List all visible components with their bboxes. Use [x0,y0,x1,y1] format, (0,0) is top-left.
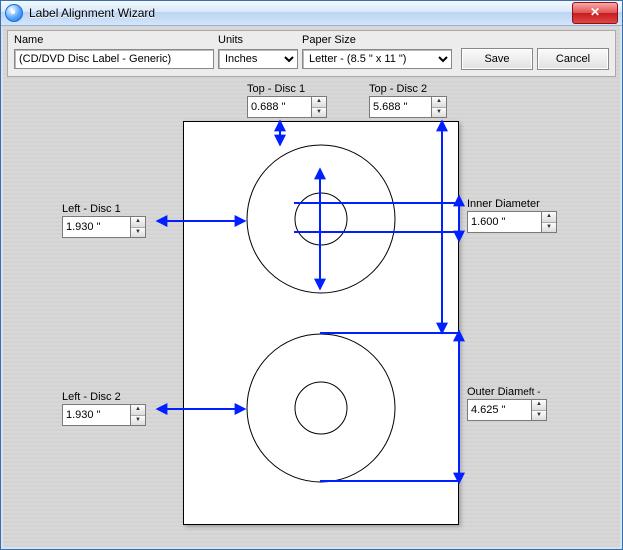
top-disc1-label: Top - Disc 1 [247,83,327,95]
name-label: Name [14,34,214,46]
top-disc2-up[interactable]: ▲ [432,97,446,108]
top-disc2-field: Top - Disc 2 ▲ ▼ [369,83,447,118]
outer-diam-input[interactable] [468,400,531,420]
inner-diam-spinner[interactable]: ▲ ▼ [467,211,557,233]
diagram-stage: Top - Disc 1 ▲ ▼ Top - Disc 2 ▲ ▼ [7,83,616,543]
paper-size-label: Paper Size [302,34,452,46]
inner-diam-up[interactable]: ▲ [542,212,556,223]
top-disc1-up[interactable]: ▲ [312,97,326,108]
top-disc1-spinner[interactable]: ▲ ▼ [247,96,327,118]
arrows-svg [7,83,607,543]
outer-diam-label: Outer Diameft - [467,386,565,398]
outer-diam-down[interactable]: ▼ [532,411,546,421]
inner-diam-label: Inner Diameter [467,198,557,210]
left-disc1-field: Left - Disc 1 ▲ ▼ [62,203,146,238]
left-disc1-down[interactable]: ▼ [131,228,145,238]
top-disc2-label: Top - Disc 2 [369,83,447,95]
left-disc2-up[interactable]: ▲ [131,405,145,416]
top-disc1-field: Top - Disc 1 ▲ ▼ [247,83,327,118]
units-select[interactable]: Inches [218,49,298,69]
left-disc1-up[interactable]: ▲ [131,217,145,228]
top-disc1-input[interactable] [248,97,311,117]
top-disc2-down[interactable]: ▼ [432,108,446,118]
toolbar: Name Units Paper Size Inches Letter - (8… [7,30,616,77]
left-disc2-field: Left - Disc 2 ▲ ▼ [62,391,146,426]
outer-diam-field: Outer Diameft - ▲ ▼ [467,386,565,421]
window-frame: Label Alignment Wizard ✕ Name Units Pape… [0,0,623,550]
outer-diam-up[interactable]: ▲ [532,400,546,411]
left-disc1-spinner[interactable]: ▲ ▼ [62,216,146,238]
paper-size-select[interactable]: Letter - (8.5 " x 11 ") [302,49,452,69]
left-disc1-input[interactable] [63,217,130,237]
inner-diam-down[interactable]: ▼ [542,223,556,233]
left-disc1-label: Left - Disc 1 [62,203,146,215]
save-button[interactable]: Save [461,48,533,70]
inner-diam-field: Inner Diameter ▲ ▼ [467,198,557,233]
name-input[interactable] [14,49,214,69]
cancel-button[interactable]: Cancel [537,48,609,70]
top-disc2-spinner[interactable]: ▲ ▼ [369,96,447,118]
app-icon [5,4,23,22]
units-label: Units [218,34,298,46]
left-disc2-down[interactable]: ▼ [131,416,145,426]
client-area: Name Units Paper Size Inches Letter - (8… [1,26,622,549]
close-button[interactable]: ✕ [572,2,618,24]
top-disc1-down[interactable]: ▼ [312,108,326,118]
inner-diam-input[interactable] [468,212,541,232]
window-title: Label Alignment Wizard [29,6,572,20]
left-disc2-label: Left - Disc 2 [62,391,146,403]
top-disc2-input[interactable] [370,97,431,117]
left-disc2-input[interactable] [63,405,130,425]
outer-diam-spinner[interactable]: ▲ ▼ [467,399,547,421]
left-disc2-spinner[interactable]: ▲ ▼ [62,404,146,426]
title-bar[interactable]: Label Alignment Wizard ✕ [1,1,622,26]
